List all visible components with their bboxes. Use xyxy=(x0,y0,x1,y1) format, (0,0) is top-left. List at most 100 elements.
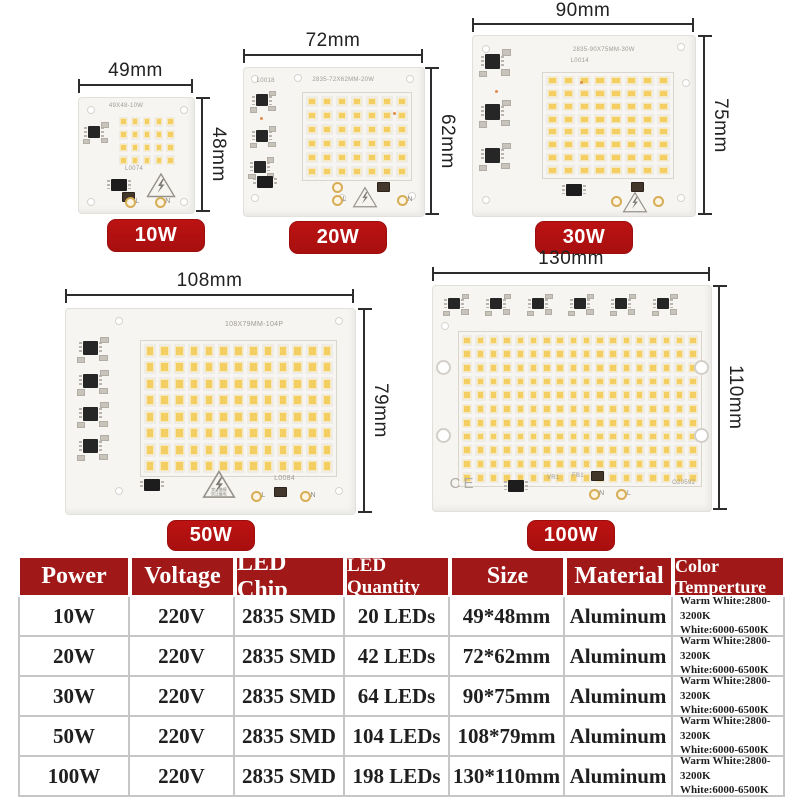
led xyxy=(462,403,473,415)
led xyxy=(528,376,539,387)
led xyxy=(217,393,230,407)
led xyxy=(674,472,685,483)
ic-cluster xyxy=(77,403,108,428)
led xyxy=(396,138,408,149)
led xyxy=(475,335,486,346)
solder-pad: L xyxy=(250,491,265,503)
led xyxy=(554,403,566,415)
led xyxy=(561,76,575,86)
led xyxy=(609,152,623,163)
height-dimension-line xyxy=(425,67,439,215)
led xyxy=(541,458,552,470)
led xyxy=(625,88,639,99)
ic-cluster xyxy=(479,50,510,77)
svg-text:防止触电: 防止触电 xyxy=(211,491,227,496)
led xyxy=(336,166,348,177)
led xyxy=(577,114,591,124)
led xyxy=(247,360,260,374)
solder-pad: N xyxy=(588,488,604,500)
led xyxy=(641,165,655,175)
led xyxy=(158,377,171,391)
solder-pad: L xyxy=(332,195,346,207)
led xyxy=(593,139,607,150)
led xyxy=(166,129,175,140)
led xyxy=(475,472,486,483)
led xyxy=(158,360,171,374)
led xyxy=(217,410,230,424)
led xyxy=(609,139,623,150)
led xyxy=(306,426,319,440)
power-badge-100w: 100W xyxy=(527,520,615,551)
led xyxy=(594,417,606,429)
mounting-hole xyxy=(677,43,686,52)
led xyxy=(396,124,408,135)
ic-cluster xyxy=(610,295,635,315)
table-header-row: Power Voltage LED Chip LED Quantity Size Mate… xyxy=(18,550,785,603)
led xyxy=(657,101,670,112)
led xyxy=(687,362,698,374)
led xyxy=(621,403,632,415)
led xyxy=(661,376,672,387)
silkscreen-text: L0074 xyxy=(125,165,144,172)
led xyxy=(634,458,645,470)
led xyxy=(593,127,607,137)
led xyxy=(488,376,499,387)
table-cell: 72*62mm xyxy=(450,637,565,677)
color-temp-line: White:6000-6500K xyxy=(680,784,769,797)
smd-component xyxy=(591,470,605,481)
width-dimension-label: 130mm xyxy=(538,248,604,269)
led xyxy=(154,117,164,127)
led xyxy=(593,76,607,86)
led xyxy=(528,403,539,415)
led xyxy=(515,403,526,415)
power-badge-10w: 10W xyxy=(107,219,205,252)
led xyxy=(568,472,579,483)
led xyxy=(661,403,672,415)
led xyxy=(674,431,685,442)
silkscreen-text: L0084 xyxy=(274,475,296,483)
led xyxy=(501,389,513,401)
led xyxy=(488,444,499,456)
led xyxy=(306,344,319,358)
led xyxy=(203,393,215,407)
led xyxy=(541,431,552,442)
led xyxy=(621,348,632,360)
solder-pad: N xyxy=(397,195,412,207)
led xyxy=(158,410,171,424)
led xyxy=(154,155,164,165)
led xyxy=(173,443,186,457)
led xyxy=(336,110,348,121)
table-cell: 20 LEDs xyxy=(345,597,450,637)
led-grid xyxy=(542,72,674,179)
led xyxy=(501,458,513,470)
table-cell: Warm White:2800-3200K White:6000-6500K xyxy=(673,635,785,677)
table-cell: Aluminum xyxy=(565,637,673,677)
color-temp-line: Warm White:2800-3200K xyxy=(680,714,771,742)
led xyxy=(541,472,552,483)
led xyxy=(608,389,619,401)
mounting-hole xyxy=(180,106,189,115)
led xyxy=(158,459,171,473)
led xyxy=(568,362,579,374)
led xyxy=(336,138,348,149)
led xyxy=(674,389,685,401)
mounting-hole xyxy=(681,79,690,88)
led xyxy=(641,127,655,137)
led xyxy=(262,443,274,457)
led xyxy=(217,360,230,374)
led xyxy=(647,362,659,374)
led xyxy=(546,101,559,112)
led xyxy=(144,459,156,473)
table-cell: Warm White:2800-3200K White:6000-6500K xyxy=(673,594,785,637)
led xyxy=(130,155,140,165)
led xyxy=(608,348,619,360)
color-temp-line: Warm White:2800-3200K xyxy=(680,594,771,622)
mounting-hole xyxy=(435,427,451,443)
mounting-hole xyxy=(406,75,414,84)
led xyxy=(568,376,579,387)
led xyxy=(641,101,655,112)
led xyxy=(661,348,672,360)
mounting-hole xyxy=(334,317,343,326)
mounting-hole xyxy=(87,198,96,207)
led xyxy=(475,362,486,374)
